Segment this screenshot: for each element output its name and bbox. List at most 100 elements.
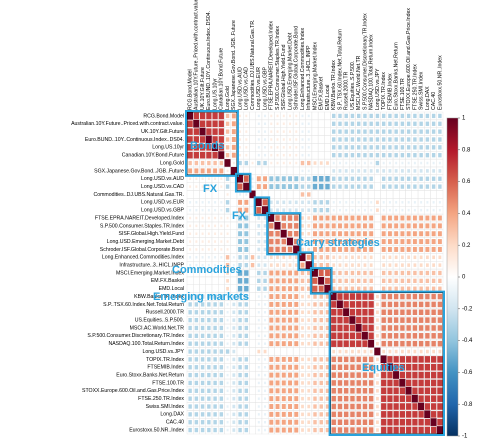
- cell: [405, 386, 412, 395]
- cell: [281, 286, 286, 292]
- cell: [226, 232, 229, 235]
- cell: [206, 151, 212, 159]
- cell: [332, 208, 335, 212]
- cell: [394, 176, 398, 181]
- cell: [213, 333, 217, 338]
- cell: [263, 184, 268, 190]
- cell: [301, 357, 304, 362]
- cell-frame: [218, 190, 225, 199]
- cell: [393, 333, 399, 339]
- cell: [381, 176, 386, 181]
- cell: [199, 112, 206, 120]
- cell: [281, 215, 286, 221]
- cell: [199, 136, 206, 143]
- cell: [213, 372, 217, 378]
- cell: [332, 184, 336, 189]
- cell: [425, 145, 430, 150]
- cell: [269, 200, 273, 205]
- cell: [382, 161, 385, 165]
- cell: [387, 301, 393, 308]
- cell: [418, 395, 424, 402]
- cell-frame: [249, 127, 256, 136]
- cell: [362, 427, 368, 433]
- cell: [194, 310, 199, 315]
- cell: [189, 177, 192, 180]
- cell: [301, 130, 304, 133]
- cell-frame: [249, 425, 256, 435]
- cell-frame: [292, 166, 300, 176]
- cell: [236, 174, 244, 183]
- cell: [225, 349, 230, 354]
- cell: [438, 208, 441, 212]
- cell: [393, 426, 399, 434]
- cell: [407, 201, 410, 204]
- cell: [276, 122, 279, 126]
- cell: [199, 120, 206, 128]
- cell: [307, 200, 311, 205]
- cell: [232, 326, 236, 330]
- cell: [294, 309, 299, 315]
- cell: [381, 395, 387, 402]
- cell-frame: [342, 190, 350, 199]
- cell: [432, 255, 436, 260]
- cell: [387, 325, 393, 331]
- cell: [275, 176, 280, 182]
- cell: [400, 333, 405, 339]
- cell: [425, 239, 430, 245]
- cell: [412, 356, 418, 363]
- cell: [388, 184, 392, 189]
- cell: [394, 153, 398, 158]
- cell: [257, 263, 261, 267]
- cell: [332, 278, 336, 284]
- cell-frame: [324, 166, 331, 176]
- cell: [281, 380, 286, 386]
- cell: [356, 411, 361, 418]
- cell: [325, 333, 330, 338]
- cell: [376, 381, 379, 385]
- cell: [338, 145, 342, 150]
- cell: [307, 278, 311, 284]
- cell: [386, 363, 394, 372]
- cell: [413, 129, 417, 134]
- cell: [425, 121, 430, 126]
- cell: [200, 420, 205, 425]
- cell: [350, 121, 355, 126]
- cell: [187, 144, 193, 151]
- cell: [255, 198, 262, 207]
- cell: [212, 128, 218, 135]
- column-label: Euro.BUND..10Y..Continuous.Index..DS04.: [206, 11, 212, 110]
- cell: [376, 357, 379, 362]
- cell: [395, 208, 398, 212]
- cell: [331, 340, 337, 347]
- cell: [331, 301, 337, 308]
- cell: [319, 183, 324, 190]
- cell: [307, 412, 311, 417]
- cell: [218, 151, 225, 160]
- column-label: Long.DAX: [425, 86, 431, 110]
- cell-frame: [392, 190, 400, 199]
- cell: [388, 121, 392, 126]
- cell: [281, 419, 286, 425]
- row-label: FTSE.250.TR.Index: [138, 396, 184, 402]
- cell: [224, 159, 231, 167]
- cell: [201, 256, 204, 259]
- cell: [376, 310, 379, 315]
- cell: [388, 153, 392, 158]
- cell: [269, 294, 274, 300]
- cell: [288, 388, 292, 394]
- cell: [369, 263, 373, 267]
- cell: [214, 208, 217, 212]
- cell: [244, 325, 249, 331]
- cell: [294, 184, 299, 190]
- cell: [294, 176, 299, 182]
- cell: [376, 169, 379, 173]
- cell: [257, 389, 260, 393]
- cell: [225, 129, 230, 134]
- cell: [381, 215, 386, 221]
- cell: [276, 114, 279, 118]
- cell: [393, 293, 399, 300]
- cell: [362, 215, 367, 221]
- cell: [343, 293, 349, 300]
- cell: [350, 380, 355, 386]
- cell: [431, 325, 436, 331]
